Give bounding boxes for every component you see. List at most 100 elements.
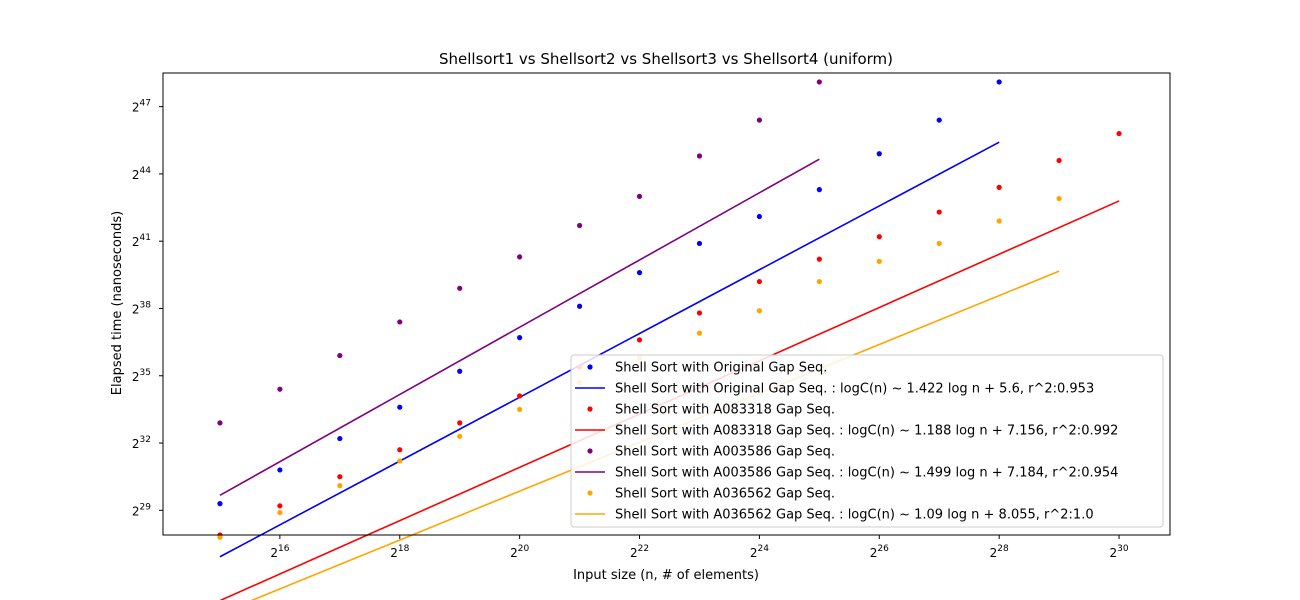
data-point-series-4 (277, 509, 283, 516)
data-point-series-4 (756, 308, 763, 314)
data-point-series-3 (756, 117, 763, 123)
x-tick-label-exponent: 22 (638, 544, 649, 554)
legend-fit-label: Shell Sort with A003586 Gap Seq. : logC(… (615, 466, 1118, 481)
x-tick-label: 230 (1110, 544, 1129, 560)
x-axis-label: Input size (n, # of elements) (573, 568, 759, 583)
data-point-series-1 (576, 303, 583, 309)
data-point-series-2 (756, 278, 763, 285)
y-tick-label: 241 (132, 233, 151, 249)
plot-frame (162, 72, 1171, 536)
data-point-series-4 (936, 240, 942, 247)
y-tick-label: 232 (132, 435, 151, 451)
legend-label: Shell Sort with Original Gap Seq. (615, 361, 827, 376)
x-tick-label: 218 (390, 544, 409, 560)
data-point-series-4 (816, 278, 822, 285)
x-tick-label: 216 (270, 544, 289, 560)
data-point-series-2 (1116, 130, 1122, 137)
data-point-series-4 (397, 458, 403, 464)
data-point-series-4 (217, 534, 223, 540)
data-point-series-1 (936, 117, 942, 123)
data-point-series-4 (517, 406, 523, 413)
x-tick-label: 228 (990, 544, 1009, 560)
y-tick-label: 244 (132, 166, 151, 182)
y-axis-label: Elapsed time (nanoseconds) (110, 211, 125, 395)
legend-label: Shell Sort with A036562 Gap Seq. (615, 487, 835, 502)
data-point-series-4 (337, 483, 343, 489)
data-point-series-3 (636, 193, 643, 199)
data-point-series-3 (337, 352, 343, 359)
data-points (217, 79, 1122, 540)
data-point-series-1 (397, 404, 403, 410)
y-tick-label-base: 2 (132, 437, 140, 451)
data-point-series-1 (876, 151, 882, 157)
data-point-series-1 (217, 501, 223, 507)
fit-line-series-3 (219, 158, 820, 497)
x-tick-label-base: 2 (630, 546, 638, 560)
data-point-series-1 (756, 213, 763, 220)
legend-marker (587, 364, 593, 370)
y-tick-label-base: 2 (132, 235, 140, 249)
legend-label: Shell Sort with A003586 Gap Seq. (615, 445, 835, 460)
data-point-series-3 (696, 153, 703, 159)
x-tick-label-exponent: 18 (398, 544, 410, 554)
legend-fit-label: Shell Sort with Original Gap Seq. : logC… (615, 382, 1094, 397)
data-point-series-3 (457, 285, 463, 291)
y-tick-label-base: 2 (132, 101, 140, 115)
y-tick-label-base: 2 (132, 168, 140, 182)
data-point-series-1 (996, 79, 1002, 85)
x-axis-ticks: 216 218 220 222 224 226 228 230 (270, 535, 1129, 560)
data-point-series-4 (876, 258, 882, 264)
x-tick-label-base: 2 (750, 546, 758, 560)
data-point-series-1 (636, 270, 643, 276)
data-point-series-1 (816, 187, 822, 193)
legend-fit-label: Shell Sort with A036562 Gap Seq. : logC(… (615, 508, 1094, 523)
x-tick-label-exponent: 28 (997, 544, 1009, 554)
x-tick-label-exponent: 16 (278, 544, 290, 554)
y-tick-label: 235 (132, 368, 151, 384)
data-point-series-2 (397, 447, 403, 453)
y-tick-label-base: 2 (132, 302, 140, 316)
data-point-series-2 (996, 184, 1002, 190)
x-tick-label-base: 2 (270, 546, 278, 560)
data-point-series-2 (1056, 157, 1062, 164)
x-tick-label-exponent: 24 (758, 544, 770, 554)
legend-label: Shell Sort with A083318 Gap Seq. (615, 403, 835, 418)
y-tick-label-base: 2 (132, 504, 140, 518)
x-tick-label-exponent: 26 (877, 544, 889, 554)
legend-marker (587, 490, 593, 496)
x-tick-label-base: 2 (1110, 546, 1118, 560)
data-point-series-3 (517, 254, 523, 260)
data-point-series-2 (277, 503, 283, 509)
fit-line-series-1 (219, 141, 1000, 558)
data-point-series-3 (397, 319, 403, 325)
x-tick-label-base: 2 (870, 546, 878, 560)
legend-marker (587, 406, 593, 412)
data-point-series-1 (457, 368, 463, 374)
data-point-series-4 (696, 330, 703, 336)
x-tick-label-base: 2 (990, 546, 998, 560)
x-tick-label: 224 (750, 544, 769, 560)
y-tick-label-exponent: 44 (140, 166, 152, 176)
x-tick-label-base: 2 (510, 546, 518, 560)
data-point-series-2 (457, 420, 463, 426)
legend-marker (587, 448, 593, 454)
data-point-series-2 (816, 256, 822, 262)
y-tick-label-base: 2 (132, 370, 140, 384)
x-tick-label-base: 2 (390, 546, 398, 560)
data-point-series-4 (1056, 195, 1062, 202)
data-point-series-2 (337, 474, 343, 480)
data-point-series-2 (517, 393, 523, 399)
chart-title: Shellsort1 vs Shellsort2 vs Shellsort3 v… (439, 50, 893, 68)
data-point-series-2 (876, 234, 882, 240)
data-point-series-2 (936, 209, 942, 215)
y-tick-label-exponent: 32 (140, 435, 151, 445)
x-tick-label-exponent: 30 (1117, 544, 1129, 554)
legend: Shell Sort with Original Gap Seq. Shell S… (570, 354, 1164, 528)
data-point-series-2 (696, 310, 703, 316)
data-point-series-1 (696, 240, 703, 247)
y-tick-label: 238 (132, 300, 151, 316)
y-tick-label: 247 (132, 99, 151, 115)
x-tick-label: 220 (510, 544, 529, 560)
